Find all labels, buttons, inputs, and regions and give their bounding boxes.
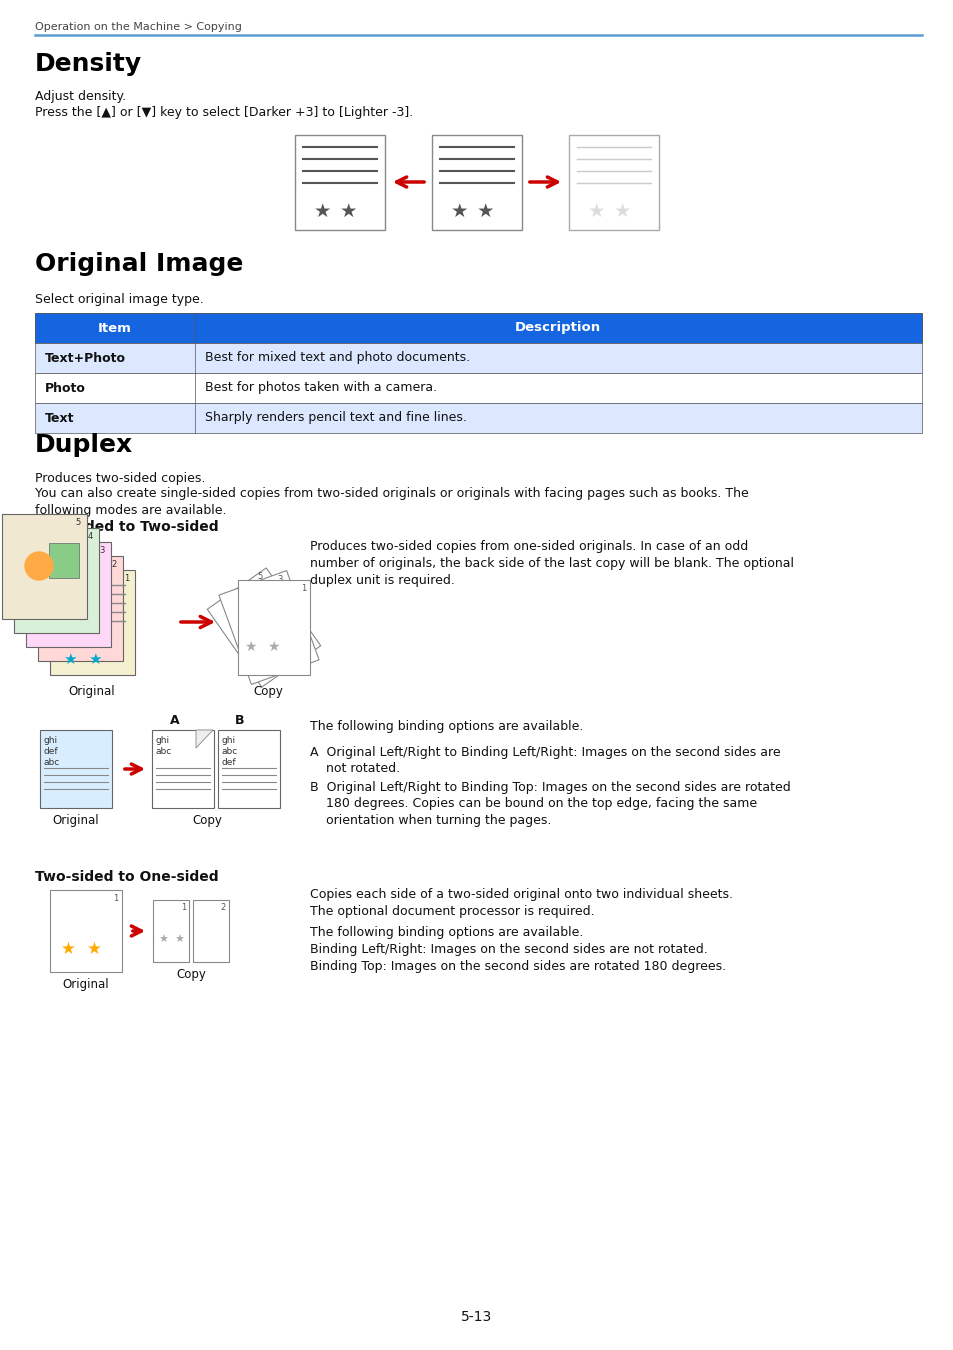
Text: Description: Description: [515, 321, 600, 335]
Circle shape: [80, 603, 96, 620]
Text: B  Original Left/Right to Binding Top: Images on the second sides are rotated
  : B Original Left/Right to Binding Top: Im…: [310, 782, 790, 828]
Text: You can also create single-sided copies from two-sided originals or originals wi: You can also create single-sided copies …: [35, 487, 748, 517]
Text: ghi: ghi: [222, 736, 236, 745]
Text: ghi: ghi: [44, 736, 58, 745]
Text: Original: Original: [63, 977, 110, 991]
Bar: [40, 730, 112, 809]
Text: abc: abc: [156, 747, 172, 756]
Text: 5: 5: [75, 518, 81, 526]
Text: ★: ★: [450, 202, 467, 221]
Bar: [294, 135, 385, 230]
Text: ★: ★: [613, 202, 630, 221]
Text: Text: Text: [45, 412, 74, 424]
Bar: [35, 343, 921, 373]
Text: Text+Photo: Text+Photo: [45, 351, 126, 364]
Text: One-sided to Two-sided: One-sided to Two-sided: [35, 520, 218, 535]
Text: Select original image type.: Select original image type.: [35, 293, 204, 306]
Text: Copies each side of a two-sided original onto two individual sheets.
The optiona: Copies each side of a two-sided original…: [310, 888, 732, 918]
Text: ★: ★: [88, 652, 102, 667]
Bar: [193, 900, 229, 963]
Bar: [35, 373, 921, 404]
Text: 1: 1: [124, 574, 129, 583]
Text: ★: ★: [267, 640, 279, 653]
Bar: [38, 556, 123, 662]
Bar: [152, 730, 213, 809]
Text: Operation on the Machine > Copying: Operation on the Machine > Copying: [35, 22, 242, 32]
Text: 2: 2: [220, 903, 226, 913]
Text: The following binding options are available.: The following binding options are availa…: [310, 720, 583, 733]
Text: 2: 2: [112, 560, 117, 568]
Text: def: def: [222, 757, 236, 767]
Polygon shape: [218, 571, 318, 684]
Text: ★: ★: [158, 936, 168, 945]
Text: 1: 1: [180, 903, 186, 913]
Bar: [152, 900, 189, 963]
Text: ★: ★: [313, 202, 331, 221]
Bar: [49, 543, 79, 578]
Text: The following binding options are available.: The following binding options are availa…: [310, 926, 583, 940]
Text: Item: Item: [98, 321, 132, 335]
Text: Duplex: Duplex: [35, 433, 133, 458]
Text: Sharply renders pencil text and fine lines.: Sharply renders pencil text and fine lin…: [205, 412, 466, 424]
Text: ★: ★: [587, 202, 604, 221]
Bar: [35, 404, 921, 433]
Polygon shape: [237, 580, 310, 675]
Text: Produces two-sided copies from one-sided originals. In case of an odd
number of : Produces two-sided copies from one-sided…: [310, 540, 793, 587]
Text: 5-13: 5-13: [461, 1310, 492, 1324]
Bar: [2, 514, 87, 620]
Text: ★: ★: [173, 936, 184, 945]
Text: Original Image: Original Image: [35, 252, 243, 275]
Text: ★: ★: [476, 202, 494, 221]
Text: ★: ★: [63, 652, 77, 667]
Text: Density: Density: [35, 53, 142, 76]
Text: Copy: Copy: [253, 684, 283, 698]
Polygon shape: [207, 568, 320, 687]
Text: Press the [▲] or [▼] key to select [Darker +3] to [Lighter -3].: Press the [▲] or [▼] key to select [Dark…: [35, 107, 413, 119]
Bar: [35, 313, 921, 343]
Bar: [432, 135, 521, 230]
Bar: [568, 135, 659, 230]
Text: 1: 1: [300, 585, 306, 593]
Text: 3: 3: [99, 545, 105, 555]
Text: ★: ★: [244, 640, 256, 653]
Bar: [50, 890, 122, 972]
Text: A  Original Left/Right to Binding Left/Right: Images on the second sides are
   : A Original Left/Right to Binding Left/Ri…: [310, 747, 780, 775]
Text: A: A: [170, 714, 179, 728]
Text: Copy: Copy: [176, 968, 206, 981]
Text: Binding Top: Images on the second sides are rotated 180 degrees.: Binding Top: Images on the second sides …: [310, 960, 725, 973]
Bar: [14, 528, 99, 633]
Text: ghi: ghi: [156, 736, 170, 745]
Text: ★: ★: [60, 940, 75, 958]
Text: Original: Original: [52, 814, 99, 828]
Text: Copy: Copy: [192, 814, 222, 828]
Text: ★: ★: [339, 202, 356, 221]
Text: Binding Left/Right: Images on the second sides are not rotated.: Binding Left/Right: Images on the second…: [310, 944, 707, 956]
Text: Best for photos taken with a camera.: Best for photos taken with a camera.: [205, 382, 436, 394]
Text: B: B: [235, 714, 245, 728]
Circle shape: [25, 552, 53, 580]
Text: 3: 3: [277, 575, 282, 583]
Bar: [26, 541, 111, 647]
Text: Original: Original: [69, 684, 115, 698]
Text: 4: 4: [88, 532, 92, 541]
Text: abc: abc: [44, 757, 60, 767]
Text: 1: 1: [112, 894, 118, 903]
Polygon shape: [195, 730, 213, 748]
Text: Best for mixed text and photo documents.: Best for mixed text and photo documents.: [205, 351, 470, 364]
Text: Adjust density.: Adjust density.: [35, 90, 126, 103]
Text: ★: ★: [87, 940, 101, 958]
Text: Produces two-sided copies.: Produces two-sided copies.: [35, 472, 205, 485]
Text: Two-sided to One-sided: Two-sided to One-sided: [35, 869, 218, 884]
Bar: [218, 730, 280, 809]
Bar: [50, 570, 135, 675]
Text: 5: 5: [256, 572, 262, 580]
Text: Photo: Photo: [45, 382, 86, 394]
Text: def: def: [44, 747, 58, 756]
Text: abc: abc: [222, 747, 238, 756]
